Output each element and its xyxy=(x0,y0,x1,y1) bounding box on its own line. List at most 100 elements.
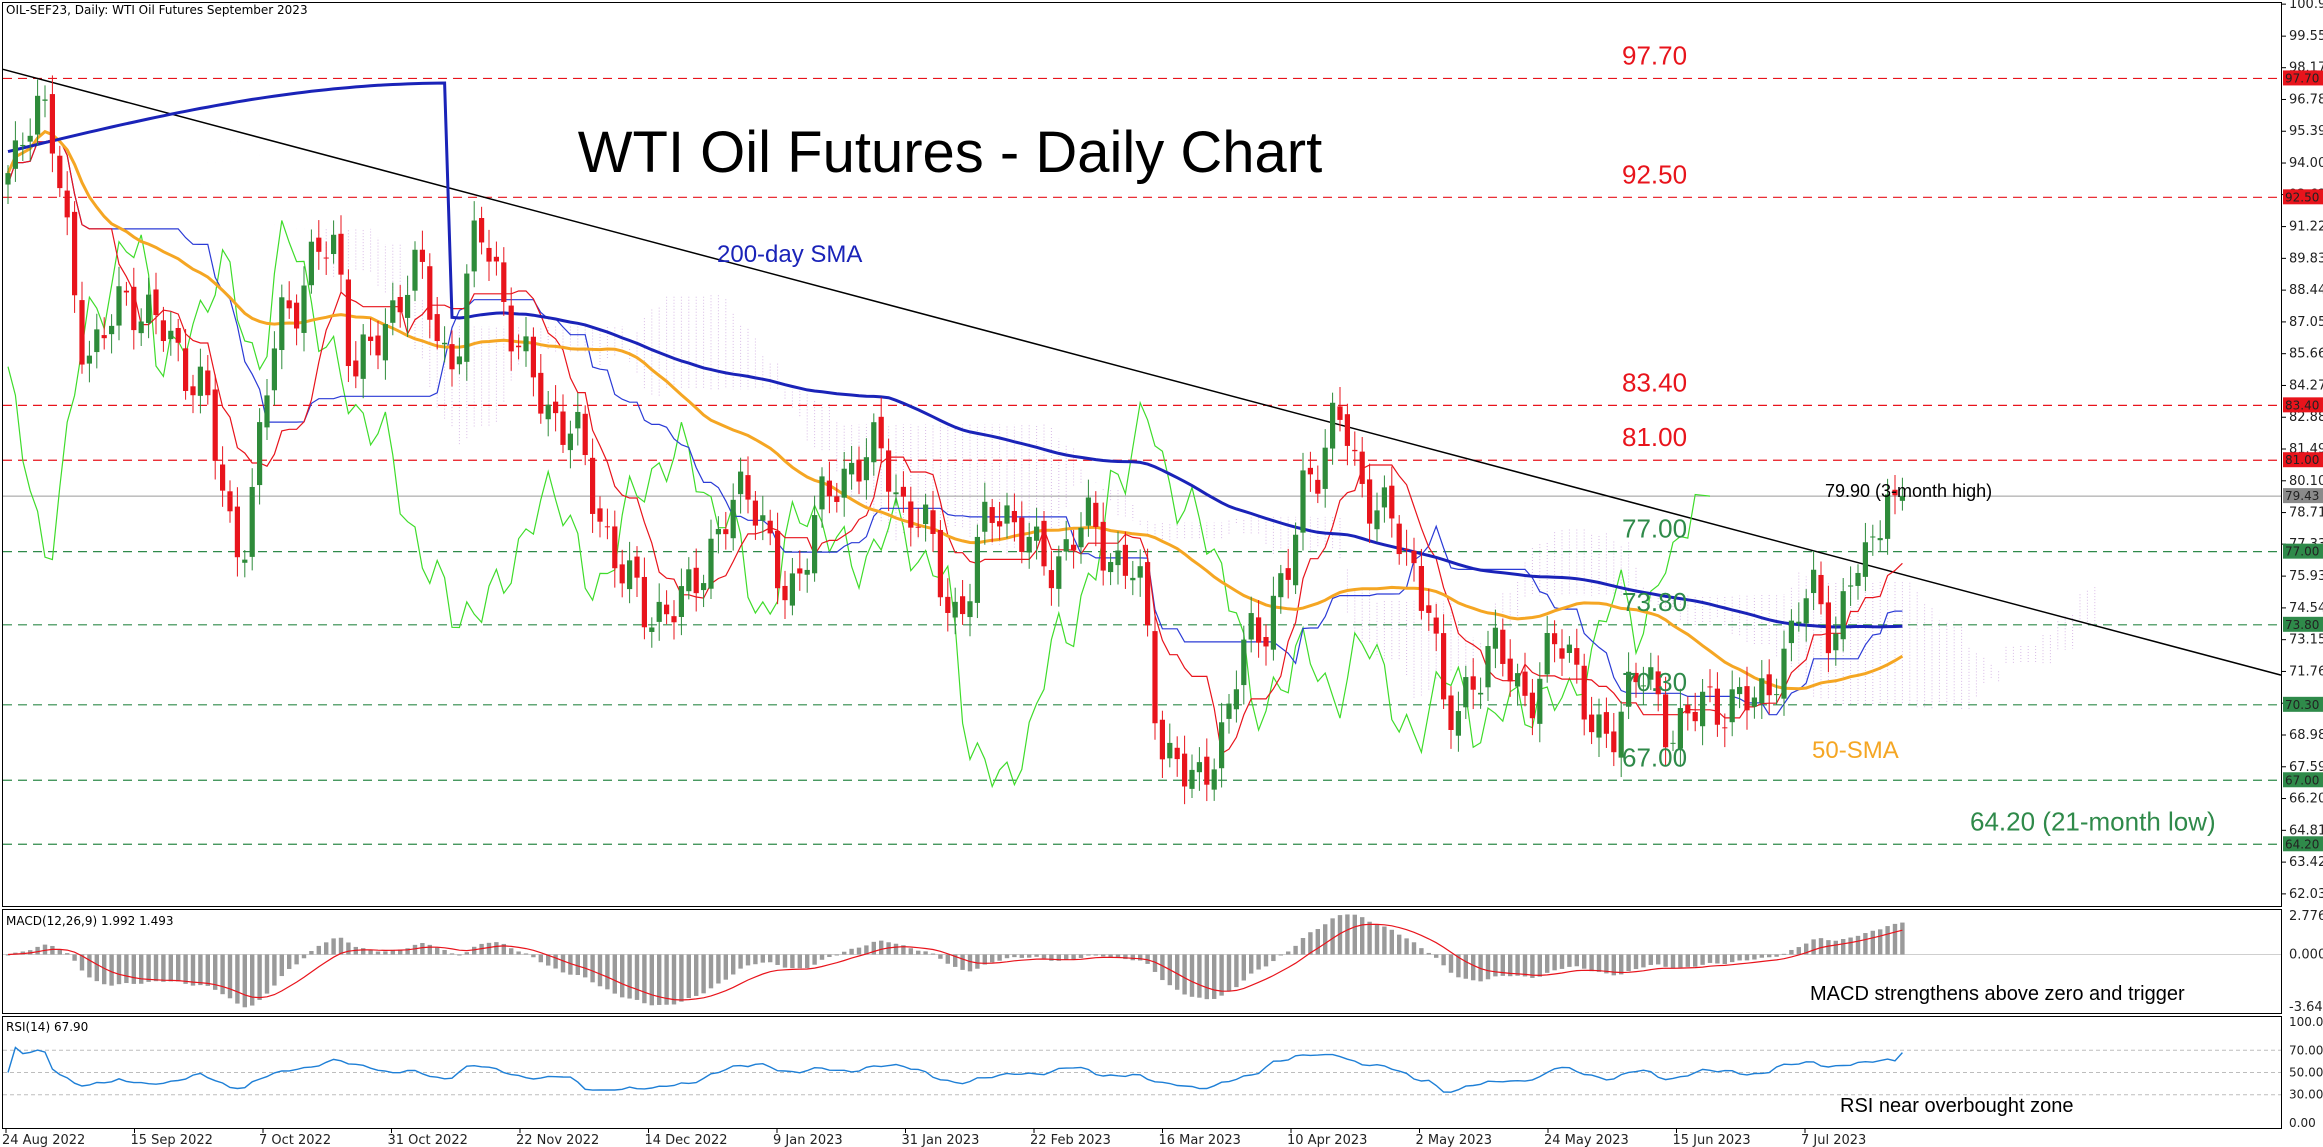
candle-body xyxy=(1744,686,1750,711)
price-axis-label: 87.05 xyxy=(2289,315,2323,330)
candle-body xyxy=(863,457,869,481)
candle-body xyxy=(146,294,152,324)
price-axis-label: 74.54 xyxy=(2289,601,2323,616)
candle-body xyxy=(1618,711,1624,758)
macd-bar xyxy=(449,953,455,955)
macd-bar xyxy=(213,954,218,990)
candle-body xyxy=(960,596,966,615)
macd-axis-label: 0.000 xyxy=(2289,948,2323,963)
candle-body xyxy=(286,300,292,309)
macd-bar xyxy=(1730,954,1735,963)
time-axis-label: 9 Jan 2023 xyxy=(773,1133,843,1147)
macd-bar xyxy=(901,945,906,955)
candle-body xyxy=(982,501,988,532)
price-axis-label: 73.15 xyxy=(2289,633,2323,648)
candle-body xyxy=(575,411,581,429)
candle-body xyxy=(183,348,189,391)
macd-bar xyxy=(1596,954,1602,972)
candle-body xyxy=(220,464,226,491)
macd-bar xyxy=(1604,954,1609,974)
candle-body xyxy=(1603,712,1609,734)
candle-body xyxy=(1100,521,1106,571)
candle-body xyxy=(1041,520,1047,567)
candle-body xyxy=(1677,708,1683,749)
time-axis-label: 15 Sep 2022 xyxy=(131,1133,213,1147)
candle-body xyxy=(1285,568,1291,580)
macd-bar xyxy=(642,954,647,1004)
candle-body xyxy=(412,249,418,291)
candle-body xyxy=(190,386,196,396)
macd-bar xyxy=(1382,926,1387,955)
candle-body xyxy=(1507,658,1513,682)
candle-body xyxy=(1330,402,1336,449)
macd-bar xyxy=(198,954,203,986)
macd-bar xyxy=(1138,954,1143,961)
candle-body xyxy=(1278,573,1284,598)
candle-body xyxy=(257,422,263,486)
macd-bar xyxy=(390,949,395,955)
candle-body xyxy=(197,366,203,396)
candle-body xyxy=(797,568,803,574)
candle-body xyxy=(649,627,655,632)
candle-body xyxy=(1426,605,1432,613)
time-axis-label: 7 Jul 2023 xyxy=(1801,1133,1866,1147)
macd-bar xyxy=(1759,954,1764,958)
candle-body xyxy=(86,355,92,364)
candle-body xyxy=(160,320,166,342)
macd-bar xyxy=(657,954,662,1005)
macd-bar xyxy=(1892,923,1898,955)
macd-bar xyxy=(427,944,432,955)
candle-body xyxy=(205,370,211,396)
candle-body xyxy=(1485,646,1491,688)
macd-bar xyxy=(472,946,477,955)
candle-body xyxy=(952,601,958,618)
macd-bar xyxy=(1478,954,1483,982)
candle-body xyxy=(1352,449,1358,452)
candle-body xyxy=(1455,711,1461,736)
price-axis-label: 71.76 xyxy=(2289,664,2323,679)
macd-bar xyxy=(1707,954,1713,963)
macd-bar xyxy=(1278,954,1283,956)
macd-bar xyxy=(1426,952,1431,955)
candle-body xyxy=(479,218,485,243)
indicator-lines xyxy=(6,81,1904,789)
price-axis-label: 78.71 xyxy=(2289,506,2323,521)
macd-bar xyxy=(1552,954,1557,971)
candle-body xyxy=(368,336,374,341)
candle-body xyxy=(516,345,522,348)
candle-body xyxy=(708,538,714,589)
candle-body xyxy=(1833,633,1839,651)
level-label: 67.00 xyxy=(1622,742,1687,772)
candle-body xyxy=(900,486,906,497)
candle-body xyxy=(1559,648,1565,659)
candle-body xyxy=(530,336,536,378)
candle-body xyxy=(1263,637,1269,647)
macd-bar xyxy=(1685,954,1690,967)
macd-bar xyxy=(250,954,255,1006)
level-tag-text: 97.70 xyxy=(2285,71,2319,85)
candle-body xyxy=(1204,756,1210,785)
candle-body xyxy=(1233,689,1239,710)
high-label: 79.90 (3-month high) xyxy=(1825,481,1992,501)
macd-bar xyxy=(1226,954,1232,992)
rsi-line xyxy=(7,1046,1903,1093)
candle-body xyxy=(1034,526,1040,541)
candle-body xyxy=(1729,689,1735,723)
candle-body xyxy=(20,144,26,147)
level-tag-text: 81.00 xyxy=(2285,453,2319,467)
candle-body xyxy=(1737,686,1743,695)
macd-bar xyxy=(923,951,928,955)
candle-body xyxy=(1589,714,1595,733)
candle-body xyxy=(1478,692,1484,695)
macd-bar xyxy=(124,954,129,984)
macd-signal-line xyxy=(7,923,1903,1001)
price-axis-label: 75.93 xyxy=(2289,569,2323,584)
candle-body xyxy=(1307,467,1313,475)
macd-bar xyxy=(1397,934,1402,955)
candle-body xyxy=(279,297,285,351)
time-axis-label: 24 Aug 2022 xyxy=(2,1133,85,1147)
price-axis-label: 96.78 xyxy=(2289,92,2323,107)
candle-body xyxy=(138,321,144,334)
candle-body xyxy=(1892,489,1898,496)
candle-body xyxy=(375,335,381,356)
